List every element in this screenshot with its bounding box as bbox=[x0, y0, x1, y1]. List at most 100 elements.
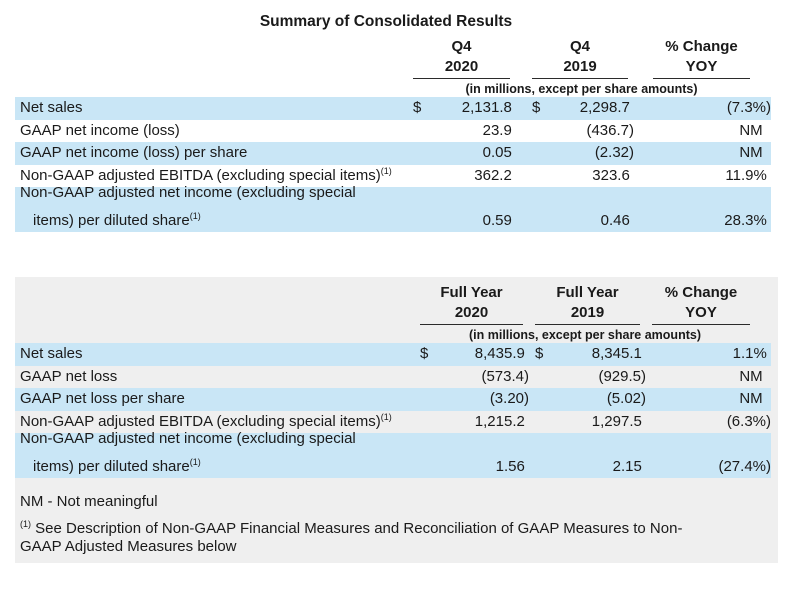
footnote-1-text: See Description of Non-GAAP Financial Me… bbox=[35, 520, 683, 537]
value-2020: 23.9 bbox=[482, 121, 516, 139]
row-label: Non-GAAP adjusted EBITDA (excluding spec… bbox=[15, 160, 413, 188]
value-cell-2020: (573.4) bbox=[420, 366, 529, 389]
column-header-line2: YOY bbox=[685, 58, 718, 75]
footnote-1-line2: GAAP Adjusted Measures below bbox=[20, 538, 237, 555]
page-title: Summary of Consolidated Results bbox=[259, 13, 513, 30]
table-row: GAAP net loss per share (3.20) (5.02) NM bbox=[15, 388, 771, 411]
value-cell-change: 11.9% bbox=[634, 165, 771, 188]
value-cell-2020: (3.20) bbox=[420, 388, 529, 411]
value-cell-2019: (929.5) bbox=[535, 366, 646, 389]
value-2019: (5.02) bbox=[606, 390, 646, 407]
value-2019: 0.46 bbox=[600, 211, 634, 229]
unit-note: (in millions, except per share amounts) bbox=[468, 328, 701, 342]
value-cell-change: NM bbox=[634, 142, 771, 165]
value-change: (6.3%) bbox=[726, 412, 771, 430]
value-cell-change: (6.3%) bbox=[646, 411, 771, 434]
column-header-line2: 2020 bbox=[454, 304, 489, 321]
value-cell-2019: 0.46 bbox=[532, 210, 634, 233]
footnote-nm: NM - Not meaningful bbox=[20, 493, 158, 510]
row-label: Non-GAAP adjusted net income (excluding … bbox=[15, 177, 413, 232]
value-cell-2019: $2,298.7 bbox=[532, 97, 634, 120]
value-2020: (573.4) bbox=[481, 367, 529, 385]
unit-note: (in millions, except per share amounts) bbox=[465, 82, 698, 96]
value-change: NM bbox=[739, 367, 771, 385]
value-2020: 2,131.8 bbox=[461, 99, 516, 116]
value-2020: 0.59 bbox=[482, 211, 516, 229]
column-header-line1: % Change bbox=[665, 38, 738, 55]
column-header-line2: 2019 bbox=[563, 58, 597, 75]
currency-symbol: $ bbox=[413, 99, 422, 116]
value-cell-change: NM bbox=[634, 120, 771, 143]
pct-change-yoy-column-header: % Change YOY bbox=[652, 283, 750, 325]
table-row: Non-GAAP adjusted net income (excluding … bbox=[15, 184, 771, 233]
value-cell-change: (7.3%) bbox=[634, 97, 771, 120]
row-label-text: Non-GAAP adjusted EBITDA (excluding spec… bbox=[20, 166, 381, 184]
footnote-1-line1: (1) See Description of Non-GAAP Financia… bbox=[20, 514, 682, 539]
row-label-text: GAAP net loss per share bbox=[20, 390, 185, 407]
footnote-ref: (1) bbox=[380, 411, 392, 422]
q4-2020-column-header: Q4 2020 bbox=[413, 37, 510, 79]
value-cell-2020: $2,131.8 bbox=[413, 97, 516, 120]
column-header-line1: Full Year bbox=[440, 284, 503, 301]
value-cell-2019: (2.32) bbox=[532, 142, 634, 165]
table-row: GAAP net loss (573.4) (929.5) NM bbox=[15, 366, 771, 389]
value-change: NM bbox=[739, 390, 771, 407]
row-label-text: Non-GAAP adjusted net income (excluding … bbox=[20, 430, 356, 447]
value-2019: 8,345.1 bbox=[591, 345, 646, 362]
column-header-line2: 2020 bbox=[444, 58, 479, 75]
row-label-text: GAAP net income (loss) bbox=[20, 121, 180, 139]
full-year-results-table: Net sales $8,435.9 $8,345.1 1.1% GAAP ne… bbox=[15, 343, 771, 478]
value-cell-2020: 0.05 bbox=[413, 142, 516, 165]
table-row: Non-GAAP adjusted EBITDA (excluding spec… bbox=[15, 165, 771, 188]
value-2020: (3.20) bbox=[489, 390, 529, 407]
value-cell-change: 28.3% bbox=[634, 210, 771, 233]
footnote-ref: (1) bbox=[189, 456, 201, 467]
value-change: 11.9% bbox=[725, 166, 771, 184]
value-change: (7.3%) bbox=[726, 99, 771, 116]
row-label: Net sales bbox=[15, 338, 420, 366]
full-year-panel-background bbox=[15, 277, 778, 563]
value-2019: (436.7) bbox=[586, 121, 634, 139]
value-cell-change: NM bbox=[646, 366, 771, 389]
currency-symbol: $ bbox=[535, 345, 544, 362]
row-label: GAAP net income (loss) bbox=[15, 115, 413, 143]
row-label-text2: items) per diluted share bbox=[33, 457, 190, 475]
footnote-1-marker: (1) bbox=[20, 519, 31, 529]
value-cell-2020: 1,215.2 bbox=[420, 411, 529, 434]
value-2019: 1,297.5 bbox=[591, 412, 646, 430]
value-2019: 2,298.7 bbox=[579, 99, 634, 116]
value-change: NM bbox=[739, 121, 771, 139]
footnote-ref: (1) bbox=[189, 210, 201, 221]
value-cell-2020: 23.9 bbox=[413, 120, 516, 143]
value-change: NM bbox=[739, 144, 771, 161]
value-change: (27.4%) bbox=[718, 457, 771, 475]
value-change: 1.1% bbox=[732, 345, 771, 362]
row-label: Non-GAAP adjusted EBITDA (excluding spec… bbox=[15, 406, 420, 434]
table-row: Net sales $2,131.8 $2,298.7 (7.3%) bbox=[15, 97, 771, 120]
pct-change-yoy-column-header: % Change YOY bbox=[653, 37, 750, 79]
value-2019: (2.32) bbox=[594, 144, 634, 161]
row-label-text: Net sales bbox=[20, 99, 83, 116]
value-cell-2019: (5.02) bbox=[535, 388, 646, 411]
value-cell-2020: 1.56 bbox=[420, 456, 529, 479]
table-row: Net sales $8,435.9 $8,345.1 1.1% bbox=[15, 343, 771, 366]
currency-symbol: $ bbox=[532, 99, 541, 116]
row-label-text2: items) per diluted share bbox=[33, 211, 190, 229]
row-label: Net sales bbox=[15, 92, 413, 120]
row-label-text: Non-GAAP adjusted net income (excluding … bbox=[20, 184, 356, 201]
column-header-line1: % Change bbox=[664, 284, 738, 301]
value-2020: 8,435.9 bbox=[474, 345, 529, 362]
row-label-text: GAAP net income (loss) per share bbox=[20, 144, 248, 161]
q4-results-table: Net sales $2,131.8 $2,298.7 (7.3%) GAAP … bbox=[15, 97, 771, 232]
row-label-text: GAAP net loss bbox=[20, 367, 118, 385]
column-header-line1: Full Year bbox=[556, 284, 619, 301]
value-cell-change: NM bbox=[646, 388, 771, 411]
table-row: Non-GAAP adjusted EBITDA (excluding spec… bbox=[15, 411, 771, 434]
value-2019: (929.5) bbox=[598, 367, 646, 385]
value-cell-2019: 2.15 bbox=[535, 456, 646, 479]
column-header-line1: Q4 bbox=[569, 38, 590, 55]
table-row: GAAP net income (loss) 23.9 (436.7) NM bbox=[15, 120, 771, 143]
full-year-2020-column-header: Full Year 2020 bbox=[420, 283, 523, 325]
value-cell-2020: 0.59 bbox=[413, 210, 516, 233]
q4-2019-column-header: Q4 2019 bbox=[532, 37, 628, 79]
